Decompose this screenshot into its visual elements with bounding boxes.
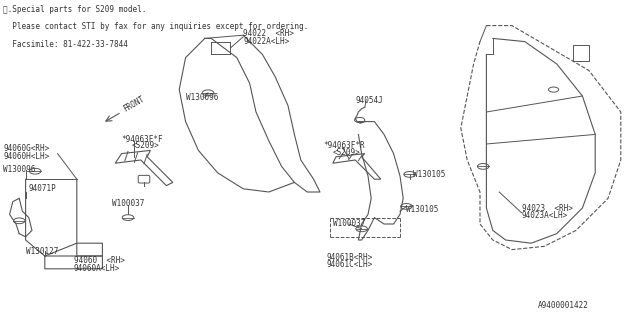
- Text: 94061C<LH>: 94061C<LH>: [326, 260, 372, 269]
- Text: Please contact STI by fax for any inquiries except for ordering.: Please contact STI by fax for any inquir…: [3, 22, 308, 31]
- Text: W100037: W100037: [333, 220, 365, 228]
- Text: 94023A<LH>: 94023A<LH>: [522, 212, 568, 220]
- Text: 94071P: 94071P: [29, 184, 56, 193]
- Text: 94061B<RH>: 94061B<RH>: [326, 253, 372, 262]
- Text: 94022A<LH>: 94022A<LH>: [243, 37, 289, 46]
- Text: W130127: W130127: [26, 247, 58, 256]
- Polygon shape: [333, 154, 381, 179]
- Text: W100037: W100037: [112, 199, 145, 208]
- Text: 94022  <RH>: 94022 <RH>: [243, 29, 294, 38]
- Polygon shape: [115, 150, 173, 186]
- Text: *94063F*R: *94063F*R: [323, 141, 365, 150]
- Bar: [573, 45, 589, 61]
- Text: 94023  <RH>: 94023 <RH>: [522, 204, 572, 212]
- Text: <S209>: <S209>: [131, 141, 159, 150]
- Text: FRONT: FRONT: [122, 94, 146, 114]
- Text: Facsimile: 81-422-33-7844: Facsimile: 81-422-33-7844: [3, 40, 128, 49]
- Text: A9400001422: A9400001422: [538, 301, 588, 310]
- Text: 94060G<RH>: 94060G<RH>: [3, 144, 49, 153]
- Text: 94060H<LH>: 94060H<LH>: [3, 152, 49, 161]
- Text: ※.Special parts for S209 model.: ※.Special parts for S209 model.: [3, 5, 147, 14]
- Text: W130105: W130105: [406, 205, 439, 214]
- Text: W130105: W130105: [413, 170, 445, 179]
- Text: 94054J: 94054J: [355, 96, 383, 105]
- Text: 94060  <RH>: 94060 <RH>: [74, 256, 124, 265]
- Text: W130096: W130096: [3, 165, 36, 174]
- Text: W130096: W130096: [186, 93, 218, 102]
- Text: *94063F*F: *94063F*F: [122, 135, 163, 144]
- Text: 94060A<LH>: 94060A<LH>: [74, 264, 120, 273]
- Text: <S209>: <S209>: [333, 148, 360, 156]
